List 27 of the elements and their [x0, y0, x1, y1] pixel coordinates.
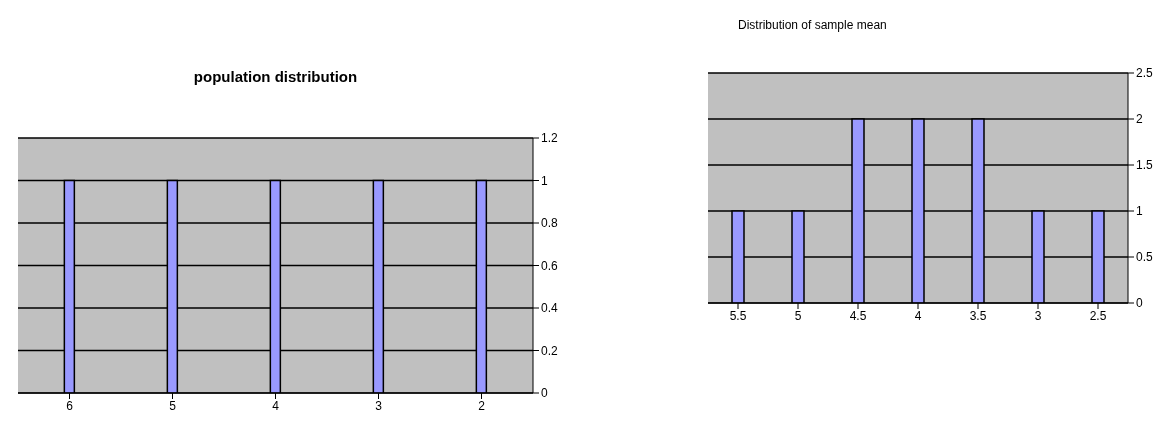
x-tick-label: 3 [375, 398, 383, 413]
y-tick-label: 0.2 [541, 343, 559, 358]
y-tick-label: 1 [1136, 204, 1143, 219]
x-tick-label: 4 [914, 308, 922, 323]
y-tick-label: 0.6 [541, 258, 559, 273]
x-tick-label: 2.5 [1089, 308, 1107, 323]
y-tick-label: 2.5 [1136, 66, 1154, 81]
x-tick-label: 2 [478, 398, 486, 413]
y-tick-label: 1.5 [1136, 158, 1154, 173]
x-tick-label: 3.5 [969, 308, 987, 323]
x-tick-label: 4 [272, 398, 280, 413]
y-tick-label: 0.8 [541, 216, 559, 231]
x-tick-label: 5 [169, 398, 177, 413]
x-tick-label: 4.5 [849, 308, 867, 323]
y-tick-label: 1 [541, 173, 548, 188]
y-tick-label: 2 [1136, 112, 1143, 127]
y-tick-label: 0 [1136, 296, 1143, 311]
x-tick-label: 5.5 [729, 308, 747, 323]
chart-title: population distribution [192, 68, 359, 85]
x-tick-label: 3 [1034, 308, 1042, 323]
y-tick-label: 0 [541, 386, 548, 401]
chart-title: Distribution of sample mean [738, 18, 887, 32]
y-tick-label: 0.4 [541, 301, 559, 316]
y-tick-label: 0.5 [1136, 250, 1154, 265]
x-tick-label: 6 [66, 398, 74, 413]
x-tick-label: 5 [794, 308, 802, 323]
y-tick-label: 1.2 [541, 131, 559, 146]
